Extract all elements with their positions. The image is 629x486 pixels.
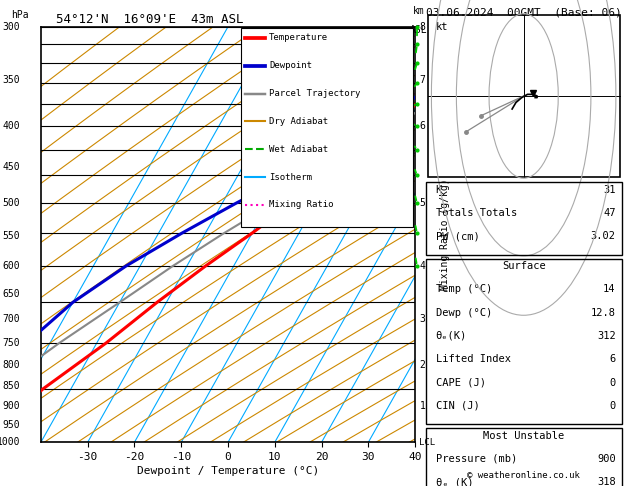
Text: Most Unstable: Most Unstable — [483, 431, 564, 441]
Text: 6: 6 — [356, 194, 361, 203]
Text: K: K — [436, 185, 442, 195]
Text: 550: 550 — [3, 231, 20, 241]
Text: 312: 312 — [597, 331, 616, 341]
Text: 1000: 1000 — [0, 437, 20, 447]
Text: 1: 1 — [420, 401, 425, 411]
Text: 6: 6 — [610, 354, 616, 364]
Text: 300: 300 — [3, 22, 20, 32]
Text: θₑ (K): θₑ (K) — [436, 477, 473, 486]
Text: Wet Adiabat: Wet Adiabat — [269, 145, 328, 154]
Text: 6: 6 — [420, 121, 425, 131]
Text: Isotherm: Isotherm — [269, 173, 312, 182]
Text: 8: 8 — [375, 194, 379, 203]
Text: Dewp (°C): Dewp (°C) — [436, 308, 492, 318]
Text: 1: 1 — [252, 194, 257, 203]
Text: 500: 500 — [3, 198, 20, 208]
Text: 800: 800 — [3, 360, 20, 370]
Text: ASL: ASL — [410, 25, 428, 35]
Text: hPa: hPa — [11, 11, 29, 20]
Text: 54°12'N  16°09'E  43m ASL: 54°12'N 16°09'E 43m ASL — [41, 13, 243, 26]
Text: 700: 700 — [3, 314, 20, 324]
Text: 850: 850 — [3, 381, 20, 391]
Text: Dry Adiabat: Dry Adiabat — [269, 117, 328, 126]
Text: Totals Totals: Totals Totals — [436, 208, 517, 218]
Text: 4: 4 — [420, 261, 425, 271]
Text: 0: 0 — [610, 378, 616, 388]
Text: 350: 350 — [3, 75, 20, 85]
Text: Mixing Ratio: Mixing Ratio — [269, 201, 333, 209]
Text: 3.02: 3.02 — [591, 231, 616, 242]
Text: 0: 0 — [610, 401, 616, 411]
Text: LCL: LCL — [419, 438, 435, 447]
Text: 650: 650 — [3, 289, 20, 298]
X-axis label: Dewpoint / Temperature (°C): Dewpoint / Temperature (°C) — [137, 466, 319, 476]
FancyBboxPatch shape — [241, 28, 413, 226]
Text: Temp (°C): Temp (°C) — [436, 284, 492, 295]
Text: CIN (J): CIN (J) — [436, 401, 479, 411]
Text: Dewpoint: Dewpoint — [269, 61, 312, 70]
Text: 10: 10 — [387, 194, 396, 203]
Text: km: km — [413, 6, 425, 17]
Text: CAPE (J): CAPE (J) — [436, 378, 486, 388]
Text: 12.8: 12.8 — [591, 308, 616, 318]
Text: 750: 750 — [3, 338, 20, 348]
Text: 03.06.2024  00GMT  (Base: 06): 03.06.2024 00GMT (Base: 06) — [426, 7, 621, 17]
Text: 900: 900 — [597, 454, 616, 464]
Text: 8: 8 — [420, 22, 425, 32]
Text: 400: 400 — [3, 121, 20, 131]
Text: Surface: Surface — [502, 261, 545, 271]
Text: Parcel Trajectory: Parcel Trajectory — [269, 89, 360, 98]
Text: θₑ(K): θₑ(K) — [436, 331, 467, 341]
Text: 318: 318 — [597, 477, 616, 486]
Text: 47: 47 — [603, 208, 616, 218]
Text: 4: 4 — [331, 194, 336, 203]
Text: 900: 900 — [3, 401, 20, 411]
Text: 7: 7 — [420, 75, 425, 85]
Text: kt: kt — [436, 22, 448, 32]
Text: Mixing Ratio (g/kg): Mixing Ratio (g/kg) — [440, 179, 450, 290]
Text: 5: 5 — [420, 198, 425, 208]
Text: 3: 3 — [420, 314, 425, 324]
Text: 31: 31 — [603, 185, 616, 195]
Text: 14: 14 — [603, 284, 616, 295]
Text: 450: 450 — [3, 162, 20, 172]
Text: 600: 600 — [3, 261, 20, 271]
Text: © weatheronline.co.uk: © weatheronline.co.uk — [467, 471, 580, 480]
Text: Temperature: Temperature — [269, 34, 328, 42]
Text: 2: 2 — [420, 360, 425, 370]
Text: Lifted Index: Lifted Index — [436, 354, 511, 364]
FancyBboxPatch shape — [428, 15, 620, 177]
Text: 2: 2 — [291, 194, 295, 203]
Text: Pressure (mb): Pressure (mb) — [436, 454, 517, 464]
Text: 3: 3 — [314, 194, 318, 203]
Text: PW (cm): PW (cm) — [436, 231, 479, 242]
Text: 950: 950 — [3, 419, 20, 430]
